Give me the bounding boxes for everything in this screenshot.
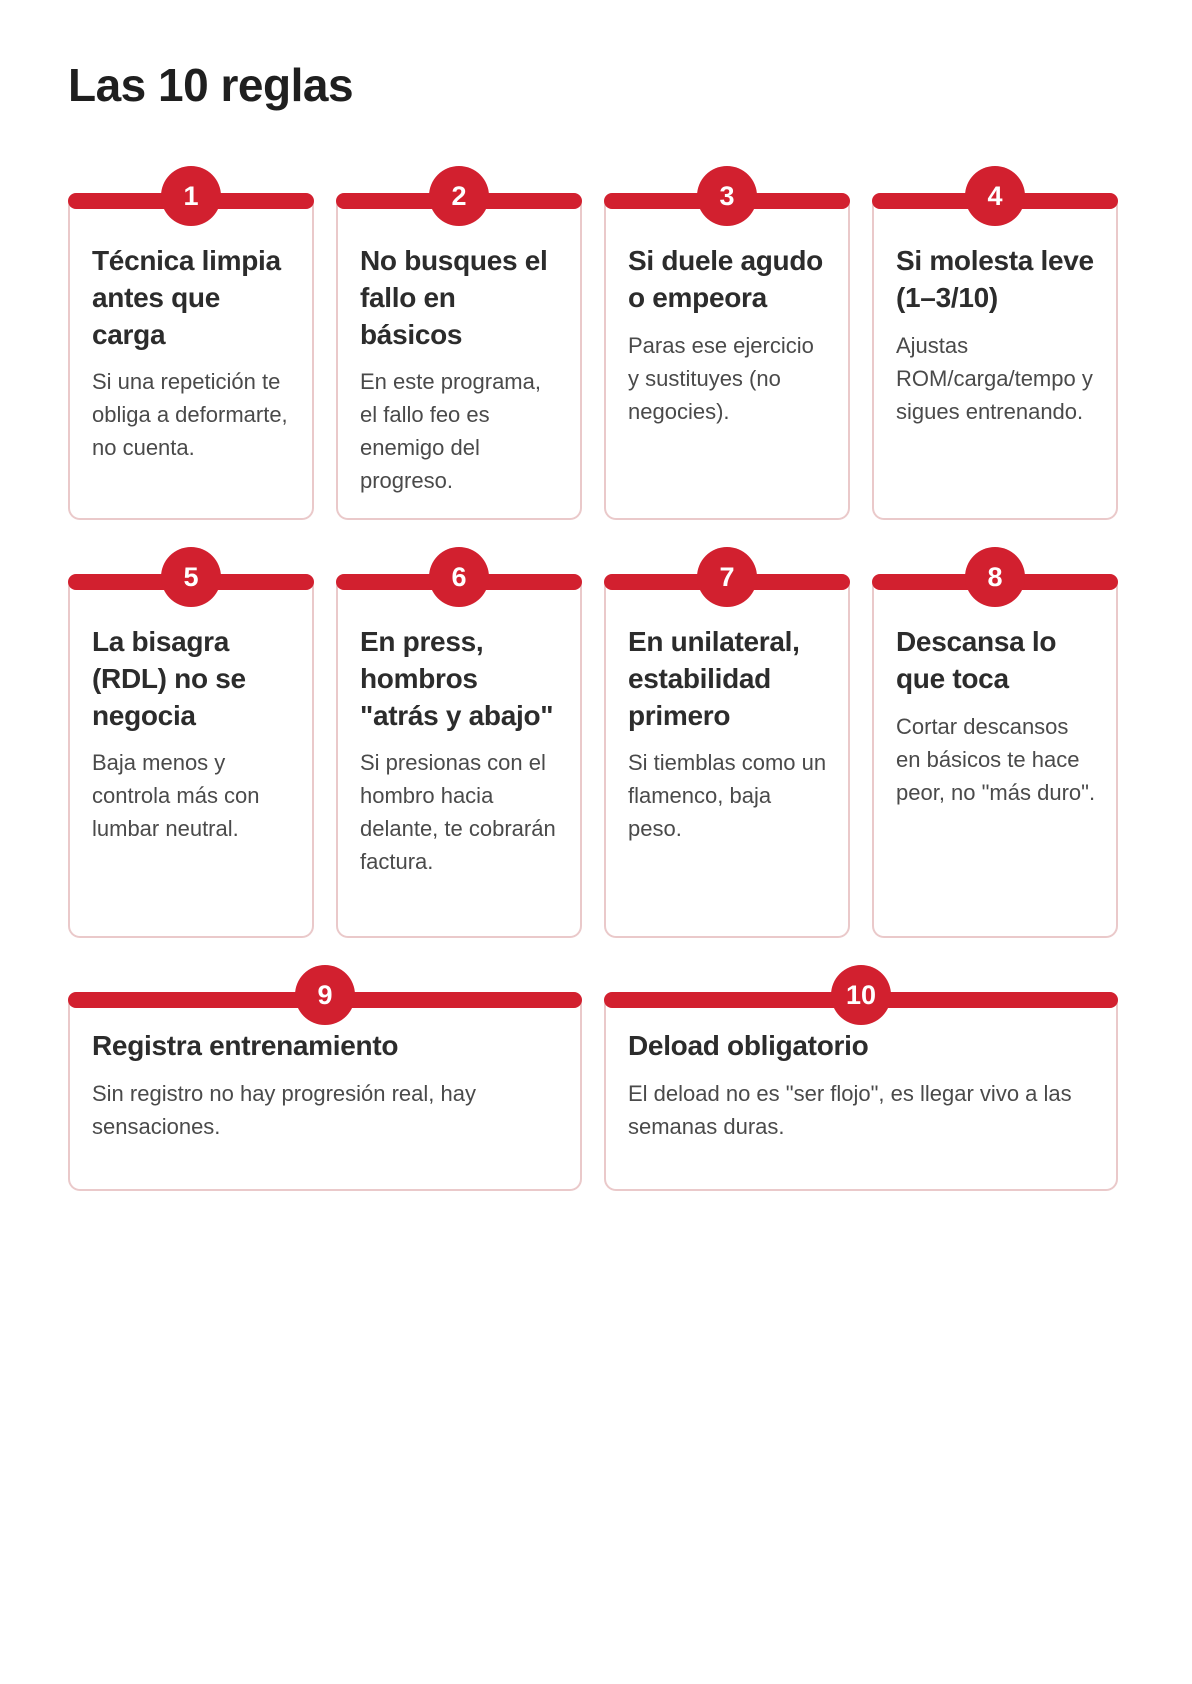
- card-content: Si molesta leve (1–3/10) Ajustas ROM/car…: [874, 193, 1116, 427]
- card-content: La bisagra (RDL) no se negocia Baja meno…: [70, 574, 312, 845]
- rule-body: Sin registro no hay progresión real, hay…: [92, 1080, 476, 1139]
- rule-card: 7 En unilateral, estabilidad primero Si …: [604, 547, 850, 939]
- rule-title: Técnica limpia antes que carga: [92, 245, 281, 350]
- rule-card: 10 Deload obligatorio El deload no es "s…: [604, 965, 1118, 1192]
- rules-page: Las 10 reglas 1 Técnica limpia antes que…: [68, 59, 1118, 1192]
- card-content: En unilateral, estabilidad primero Si ti…: [606, 574, 848, 845]
- rule-title: Si duele agudo o empeora: [628, 245, 823, 313]
- card-content: Registra entrenamiento Sin registro no h…: [70, 992, 580, 1143]
- rule-card: 5 La bisagra (RDL) no se negocia Baja me…: [68, 547, 314, 939]
- rule-body: Ajustas ROM/carga/tempo y sigues entrena…: [896, 332, 1093, 424]
- rule-title: En unilateral, estabilidad primero: [628, 626, 800, 731]
- rule-card: 9 Registra entrenamiento Sin registro no…: [68, 965, 582, 1192]
- rule-card: 4 Si molesta leve (1–3/10) Ajustas ROM/c…: [872, 166, 1118, 521]
- rule-card: 8 Descansa lo que toca Cortar descansos …: [872, 547, 1118, 939]
- card-content: No busques el fallo en básicos En este p…: [338, 193, 580, 497]
- rule-body: Si una repetición te obliga a deformarte…: [92, 369, 288, 461]
- rule-number-badge: 5: [161, 547, 221, 608]
- rule-title: Registra entrenamiento: [92, 1030, 399, 1062]
- rule-card: 2 No busques el fallo en básicos En este…: [336, 166, 582, 521]
- rule-card: 6 En press, hombros "atrás y abajo" Si p…: [336, 547, 582, 939]
- rule-body: Baja menos y controla más con lumbar neu…: [92, 750, 260, 842]
- rules-grid: 1 Técnica limpia antes que carga Si una …: [68, 166, 1118, 1192]
- card-content: Si duele agudo o empeora Paras ese ejerc…: [606, 193, 848, 427]
- rule-number-badge: 2: [429, 166, 489, 227]
- rule-body: En este programa, el fallo feo es enemig…: [360, 369, 541, 494]
- rule-number-badge: 10: [831, 965, 891, 1026]
- rule-body: El deload no es "ser flojo", es llegar v…: [628, 1080, 1072, 1139]
- rule-title: La bisagra (RDL) no se negocia: [92, 626, 246, 731]
- rule-card: 1 Técnica limpia antes que carga Si una …: [68, 166, 314, 521]
- rule-title: No busques el fallo en básicos: [360, 245, 548, 350]
- rule-title: Descansa lo que toca: [896, 626, 1057, 694]
- rule-number-badge: 7: [697, 547, 757, 608]
- page-title: Las 10 reglas: [68, 59, 354, 111]
- rule-title: En press, hombros "atrás y abajo": [360, 626, 554, 731]
- rule-body: Si tiemblas como un flamenco, baja peso.: [628, 750, 827, 842]
- rule-number-badge: 6: [429, 547, 489, 608]
- card-content: En press, hombros "atrás y abajo" Si pre…: [338, 574, 580, 878]
- rule-title: Si molesta leve (1–3/10): [896, 245, 1094, 313]
- card-content: Deload obligatorio El deload no es "ser …: [606, 992, 1116, 1143]
- rule-title: Deload obligatorio: [628, 1030, 869, 1062]
- rule-body: Si presionas con el hombro hacia delante…: [360, 750, 556, 875]
- rule-number-badge: 9: [295, 965, 355, 1026]
- card-content: Técnica limpia antes que carga Si una re…: [70, 193, 312, 464]
- rule-card: 3 Si duele agudo o empeora Paras ese eje…: [604, 166, 850, 521]
- rule-body: Paras ese ejercicio y sustituyes (no neg…: [628, 332, 814, 424]
- rule-number-badge: 4: [965, 166, 1025, 227]
- card-content: Descansa lo que toca Cortar descansos en…: [874, 574, 1116, 808]
- rule-number-badge: 3: [697, 166, 757, 227]
- rule-body: Cortar descansos en básicos te hace peor…: [896, 713, 1096, 805]
- rule-number-badge: 8: [965, 547, 1025, 608]
- rule-number-badge: 1: [161, 166, 221, 227]
